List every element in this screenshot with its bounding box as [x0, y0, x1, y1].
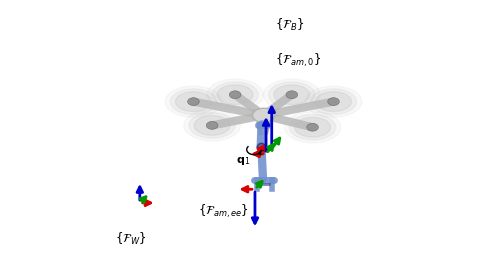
Ellipse shape — [165, 86, 222, 117]
Ellipse shape — [206, 121, 218, 129]
Text: $\{\mathcal{F}_B\}$: $\{\mathcal{F}_B\}$ — [274, 17, 304, 33]
Ellipse shape — [170, 89, 217, 114]
Ellipse shape — [188, 98, 199, 105]
Ellipse shape — [286, 91, 298, 99]
Ellipse shape — [229, 91, 241, 99]
Text: $\{\mathcal{F}_{am,ee}\}$: $\{\mathcal{F}_{am,ee}\}$ — [198, 203, 250, 220]
Circle shape — [257, 143, 266, 152]
Ellipse shape — [307, 123, 318, 131]
Ellipse shape — [274, 85, 310, 105]
Ellipse shape — [315, 92, 351, 112]
Ellipse shape — [305, 86, 362, 117]
Text: $\mathbf{q}_1$: $\mathbf{q}_1$ — [237, 155, 251, 167]
Text: $\{\mathcal{F}_W\}$: $\{\mathcal{F}_W\}$ — [115, 231, 147, 247]
Text: $\{\mathcal{F}_{am,0}\}$: $\{\mathcal{F}_{am,0}\}$ — [275, 52, 321, 69]
Ellipse shape — [263, 79, 320, 110]
Ellipse shape — [294, 117, 331, 137]
Ellipse shape — [194, 116, 230, 135]
Ellipse shape — [175, 92, 211, 112]
Ellipse shape — [212, 82, 258, 107]
Ellipse shape — [184, 110, 240, 141]
Ellipse shape — [252, 108, 274, 123]
Ellipse shape — [189, 113, 235, 138]
Ellipse shape — [328, 98, 339, 105]
Ellipse shape — [207, 79, 263, 110]
Ellipse shape — [289, 114, 336, 140]
Ellipse shape — [310, 89, 357, 114]
Ellipse shape — [269, 82, 315, 107]
Ellipse shape — [284, 112, 341, 143]
Ellipse shape — [217, 85, 253, 105]
